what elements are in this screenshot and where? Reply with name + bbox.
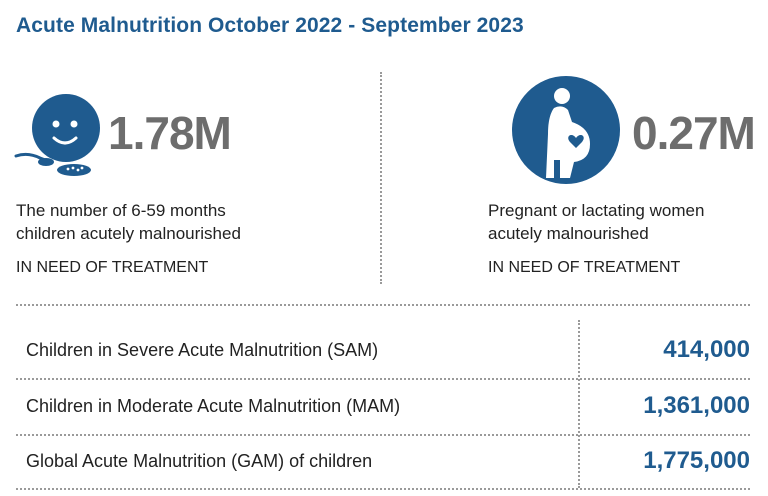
row-value: 414,000 (663, 336, 750, 363)
stat-need-label: IN NEED OF TREATMENT (16, 259, 209, 276)
stat-description-line: children acutely malnourished (16, 224, 241, 243)
stat-need-label: IN NEED OF TREATMENT (488, 259, 681, 276)
stat-value: 0.27M (632, 107, 756, 159)
column-divider (578, 320, 580, 488)
row-label: Children in Moderate Acute Malnutrition … (26, 396, 401, 416)
row-divider (16, 378, 750, 380)
child-eating-icon (14, 94, 100, 176)
row-divider (16, 434, 750, 436)
stat-value: 1.78M (108, 107, 232, 159)
pregnant-woman-icon (512, 76, 620, 184)
vertical-divider (380, 72, 382, 284)
section-divider (16, 304, 750, 306)
page-title: Acute Malnutrition October 2022 - Septem… (16, 14, 524, 37)
stat-description-line: acutely malnourished (488, 224, 649, 243)
stat-description: Pregnant or lactating women acutely maln… (488, 199, 704, 245)
row-label: Global Acute Malnutrition (GAM) of child… (26, 451, 373, 471)
row-divider (16, 488, 750, 490)
row-label: Children in Severe Acute Malnutrition (S… (26, 340, 379, 360)
stat-description-line: Pregnant or lactating women (488, 201, 705, 220)
row-value: 1,361,000 (643, 392, 750, 419)
stat-description: The number of 6-59 months children acute… (16, 199, 241, 245)
stat-description-line: The number of 6-59 months (16, 201, 226, 220)
row-value: 1,775,000 (643, 447, 750, 474)
